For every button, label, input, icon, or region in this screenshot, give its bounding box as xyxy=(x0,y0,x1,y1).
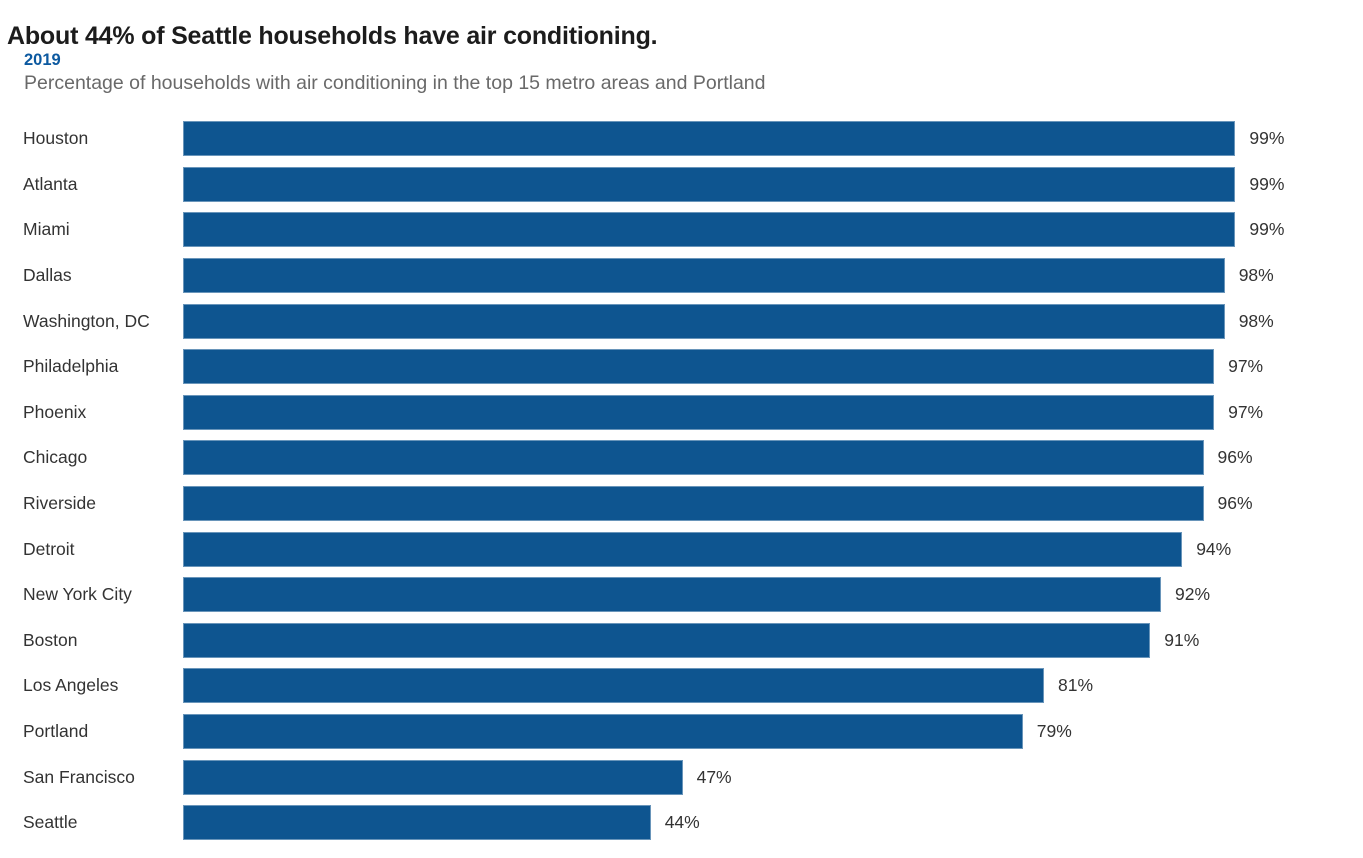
category-label: Phoenix xyxy=(23,401,87,422)
value-label: 97% xyxy=(1228,356,1264,377)
bar xyxy=(183,759,683,795)
bar-rows: Houston 99% Atlanta 99% Miami 99% Dallas 98% Was… xyxy=(0,116,1363,846)
value-label: 99% xyxy=(1249,173,1285,194)
value-label: 97% xyxy=(1228,401,1264,422)
bar xyxy=(183,577,1161,613)
bar-row: Detroit 94% xyxy=(0,526,1363,572)
value-label: 81% xyxy=(1058,675,1094,696)
category-label: Seattle xyxy=(23,812,78,833)
bar xyxy=(183,622,1151,658)
bar-row: Atlanta 99% xyxy=(0,162,1363,208)
category-label: Portland xyxy=(23,721,89,742)
category-label: Miami xyxy=(23,219,70,240)
value-label: 44% xyxy=(664,812,700,833)
category-label: Detroit xyxy=(23,538,75,559)
value-label: 99% xyxy=(1249,219,1285,240)
chart-title: About 44% of Seattle households have air… xyxy=(7,21,658,50)
category-label: Riverside xyxy=(23,493,96,514)
category-label: Boston xyxy=(23,629,78,650)
value-label: 47% xyxy=(696,766,732,787)
bar xyxy=(183,714,1023,750)
value-label: 79% xyxy=(1036,721,1072,742)
bar xyxy=(183,258,1225,294)
value-label: 98% xyxy=(1238,310,1274,331)
bar xyxy=(183,531,1183,567)
bar-row: Houston 99% xyxy=(0,116,1363,162)
bar xyxy=(183,394,1215,430)
bar-row: New York City 92% xyxy=(0,572,1363,618)
bar xyxy=(183,303,1225,339)
bar xyxy=(183,212,1236,248)
category-label: Dallas xyxy=(23,265,72,286)
bar-row: Miami 99% xyxy=(0,207,1363,253)
bar-row: Boston 91% xyxy=(0,618,1363,664)
category-label: New York City xyxy=(23,584,132,605)
value-label: 96% xyxy=(1217,447,1253,468)
bar-row: Phoenix 97% xyxy=(0,390,1363,436)
category-label: Atlanta xyxy=(23,173,78,194)
bar xyxy=(183,349,1215,385)
bar xyxy=(183,486,1204,522)
bar-row: Los Angeles 81% xyxy=(0,663,1363,709)
category-label: Houston xyxy=(23,128,89,149)
bar-row: Seattle 44% xyxy=(0,800,1363,846)
bar-row: Dallas 98% xyxy=(0,253,1363,299)
value-label: 96% xyxy=(1217,493,1253,514)
bar-row: Washington, DC 98% xyxy=(0,298,1363,344)
category-label: Philadelphia xyxy=(23,356,119,377)
value-label: 99% xyxy=(1249,128,1285,149)
bar-row: Philadelphia 97% xyxy=(0,344,1363,390)
year-label: 2019 xyxy=(24,51,61,69)
bar-row: Chicago 96% xyxy=(0,435,1363,481)
value-label: 91% xyxy=(1164,629,1200,650)
category-label: Los Angeles xyxy=(23,675,119,696)
bar xyxy=(183,166,1236,202)
category-label: Washington, DC xyxy=(23,310,150,331)
category-label: San Francisco xyxy=(23,766,135,787)
value-label: 98% xyxy=(1238,265,1274,286)
bar-row: San Francisco 47% xyxy=(0,754,1363,800)
bar-row: Portland 79% xyxy=(0,709,1363,755)
chart-subtitle: Percentage of households with air condit… xyxy=(24,72,766,94)
bar xyxy=(183,121,1236,157)
bar xyxy=(183,805,651,841)
value-label: 94% xyxy=(1196,538,1232,559)
category-label: Chicago xyxy=(23,447,88,468)
value-label: 92% xyxy=(1175,584,1211,605)
bar-row: Riverside 96% xyxy=(0,481,1363,527)
bar xyxy=(183,440,1204,476)
bar xyxy=(183,668,1044,704)
